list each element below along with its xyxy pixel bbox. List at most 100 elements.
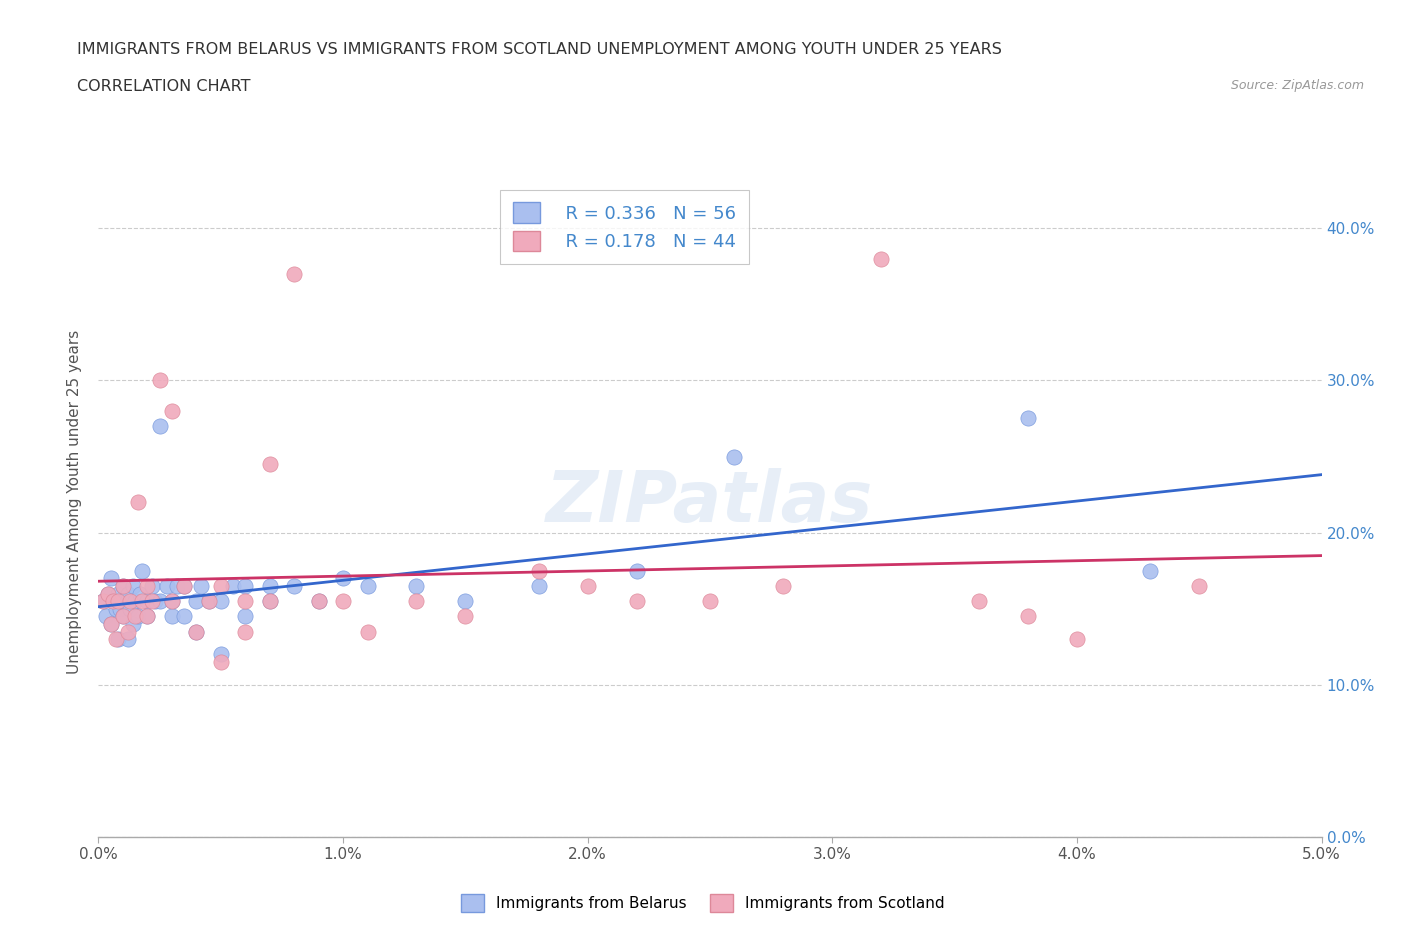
- Point: [107, 593, 129, 608]
- Point: [870, 251, 893, 266]
- Point: [91, 593, 114, 608]
- Point: [160, 609, 183, 624]
- Point: [149, 418, 172, 433]
- Point: [967, 593, 990, 608]
- Point: [101, 593, 124, 608]
- Point: [166, 578, 188, 593]
- Point: [127, 495, 149, 510]
- Point: [91, 593, 114, 608]
- Text: CORRELATION CHART: CORRELATION CHART: [77, 79, 250, 94]
- Point: [100, 617, 122, 631]
- Point: [222, 578, 245, 593]
- Legend:   R = 0.336   N = 56,   R = 0.178   N = 44: R = 0.336 N = 56, R = 0.178 N = 44: [501, 190, 749, 264]
- Point: [209, 578, 232, 593]
- Point: [121, 617, 143, 631]
- Point: [117, 631, 139, 646]
- Point: [308, 593, 330, 608]
- Point: [576, 578, 599, 593]
- Point: [121, 578, 143, 593]
- Point: [160, 593, 183, 608]
- Point: [111, 609, 134, 624]
- Point: [97, 586, 120, 601]
- Y-axis label: Unemployment Among Youth under 25 years: Unemployment Among Youth under 25 years: [67, 330, 83, 674]
- Point: [699, 593, 721, 608]
- Point: [1139, 564, 1161, 578]
- Point: [209, 647, 232, 662]
- Point: [233, 609, 256, 624]
- Point: [1017, 411, 1039, 426]
- Point: [97, 586, 120, 601]
- Point: [356, 624, 378, 639]
- Point: [100, 617, 122, 631]
- Point: [332, 571, 354, 586]
- Point: [173, 578, 195, 593]
- Point: [308, 593, 330, 608]
- Point: [527, 578, 550, 593]
- Point: [129, 586, 152, 601]
- Point: [136, 609, 159, 624]
- Point: [209, 655, 232, 670]
- Point: [141, 593, 163, 608]
- Point: [173, 578, 195, 593]
- Point: [233, 578, 256, 593]
- Point: [197, 593, 219, 608]
- Point: [332, 593, 354, 608]
- Point: [527, 564, 550, 578]
- Point: [149, 593, 172, 608]
- Point: [107, 586, 129, 601]
- Point: [259, 578, 281, 593]
- Point: [186, 624, 208, 639]
- Point: [626, 564, 648, 578]
- Point: [141, 578, 163, 593]
- Point: [136, 609, 159, 624]
- Point: [405, 593, 427, 608]
- Point: [233, 624, 256, 639]
- Point: [124, 609, 146, 624]
- Point: [190, 578, 212, 593]
- Point: [723, 449, 745, 464]
- Point: [1066, 631, 1088, 646]
- Point: [156, 578, 179, 593]
- Point: [124, 593, 146, 608]
- Point: [283, 267, 305, 282]
- Text: Source: ZipAtlas.com: Source: ZipAtlas.com: [1230, 79, 1364, 92]
- Point: [131, 593, 153, 608]
- Point: [111, 578, 134, 593]
- Point: [94, 609, 117, 624]
- Point: [136, 578, 159, 593]
- Point: [127, 609, 149, 624]
- Point: [117, 586, 139, 601]
- Point: [136, 593, 159, 608]
- Point: [1017, 609, 1039, 624]
- Point: [107, 631, 129, 646]
- Point: [111, 578, 134, 593]
- Point: [1188, 578, 1211, 593]
- Point: [160, 593, 183, 608]
- Point: [111, 609, 134, 624]
- Point: [104, 631, 127, 646]
- Point: [186, 624, 208, 639]
- Point: [209, 593, 232, 608]
- Point: [454, 609, 477, 624]
- Point: [100, 571, 122, 586]
- Text: ZIPatlas: ZIPatlas: [547, 468, 873, 537]
- Point: [405, 578, 427, 593]
- Point: [259, 593, 281, 608]
- Point: [110, 602, 132, 617]
- Point: [186, 593, 208, 608]
- Point: [454, 593, 477, 608]
- Point: [233, 593, 256, 608]
- Point: [160, 404, 183, 418]
- Point: [111, 593, 134, 608]
- Point: [283, 578, 305, 593]
- Point: [104, 602, 127, 617]
- Point: [120, 602, 142, 617]
- Text: IMMIGRANTS FROM BELARUS VS IMMIGRANTS FROM SCOTLAND UNEMPLOYMENT AMONG YOUTH UND: IMMIGRANTS FROM BELARUS VS IMMIGRANTS FR…: [77, 42, 1002, 57]
- Point: [149, 373, 172, 388]
- Point: [101, 593, 124, 608]
- Legend: Immigrants from Belarus, Immigrants from Scotland: Immigrants from Belarus, Immigrants from…: [456, 888, 950, 918]
- Point: [197, 593, 219, 608]
- Point: [259, 457, 281, 472]
- Point: [120, 593, 142, 608]
- Point: [259, 593, 281, 608]
